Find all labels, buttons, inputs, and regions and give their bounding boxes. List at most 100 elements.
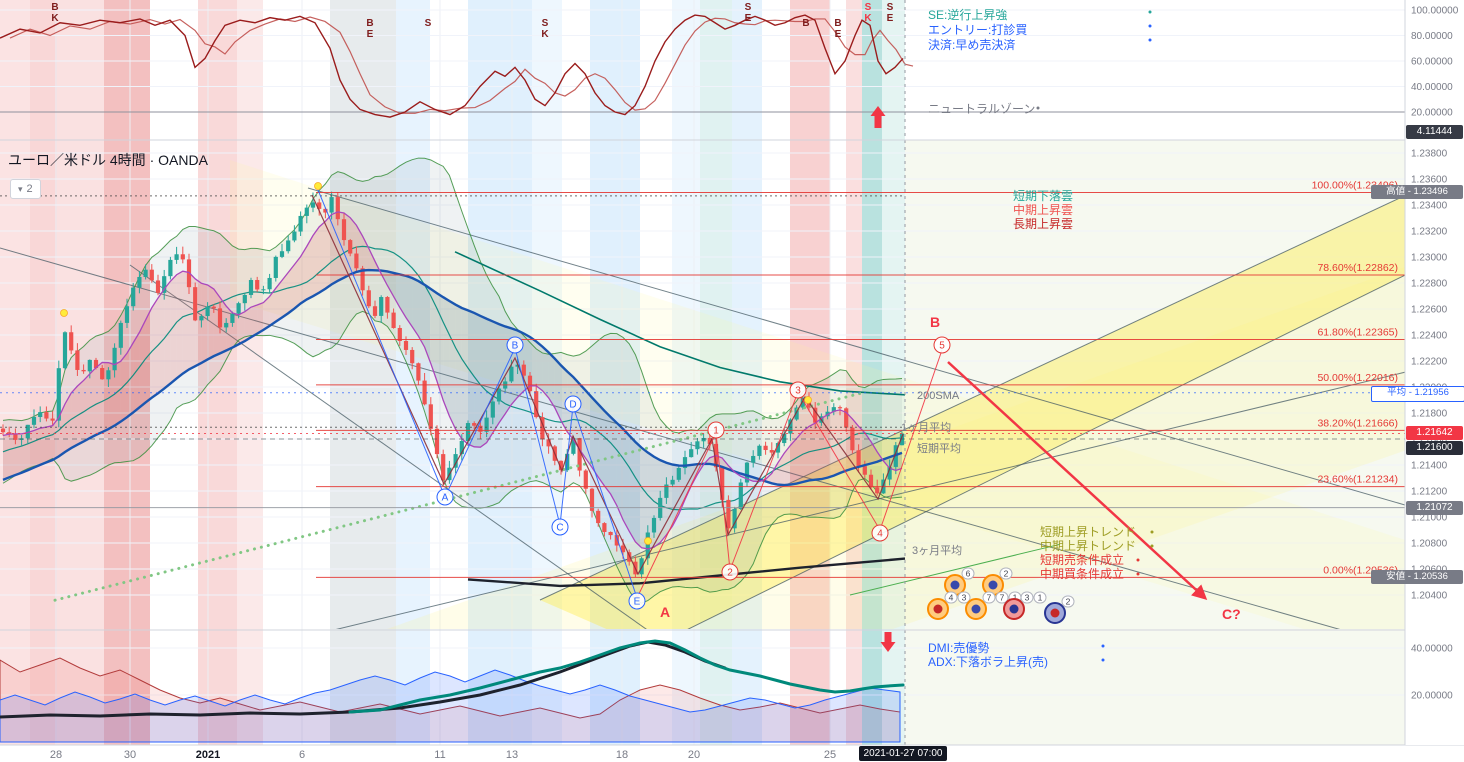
signal-marker-letter: K: [541, 29, 549, 40]
jp-annotation: 中期上昇トレンド: [1040, 538, 1136, 553]
di-minus-area: [0, 657, 901, 743]
swing-dot: [314, 182, 322, 190]
minds-icon[interactable]: 2: [982, 567, 1013, 596]
signal-marker-letter: E: [887, 13, 894, 24]
oscillator-value-badge: 4.11444: [1406, 125, 1463, 139]
level-price-badge: 1.21600: [1406, 441, 1463, 455]
price-tick-label: 1.20400: [1411, 591, 1448, 602]
minds-icon[interactable]: 6: [944, 567, 975, 596]
price-tick-label: 1.23600: [1411, 175, 1448, 186]
price-axis[interactable]: 1.23800 1.23600 1.23400 1.23200 1.23000 1.228…: [1404, 0, 1464, 762]
elliott-abcde-line: [317, 189, 638, 599]
wave-label: 2: [721, 563, 739, 581]
svg-text:1: 1: [1013, 593, 1018, 603]
time-tick-label: 18: [616, 749, 628, 761]
low-price-badge: 安値 - 1.20536: [1371, 570, 1463, 584]
svg-text:2: 2: [727, 568, 733, 579]
svg-text:E: E: [634, 597, 641, 608]
time-tick-label: 25: [824, 749, 836, 761]
elliott-12345-line: [636, 349, 943, 599]
legend-count: 2: [26, 182, 33, 195]
svg-text:4: 4: [877, 529, 883, 540]
fib-level-label: 50.00%(1.22016): [1317, 372, 1398, 384]
wave-label: 1: [707, 421, 725, 439]
svg-text:B: B: [512, 341, 519, 352]
time-tick-label: 6: [299, 749, 305, 761]
fib-level-label: 78.60%(1.22862): [1317, 262, 1398, 274]
wave-label: 3: [789, 381, 807, 399]
swing-dot: [60, 309, 68, 317]
di-plus-area: [0, 669, 901, 743]
price-tick-label: 1.23000: [1411, 253, 1448, 264]
price-tick-label: 1.23200: [1411, 227, 1448, 238]
fib-level-label: 23.60%(1.21234): [1317, 474, 1398, 486]
signal-marker-letter: B: [51, 2, 58, 13]
price-tick-label: 1.22200: [1411, 357, 1448, 368]
wave-label: C: [551, 518, 569, 536]
oscillator-tick-label: 80.00000: [1411, 31, 1453, 42]
legend-collapse-button[interactable]: ▾ 2: [10, 179, 41, 199]
time-tick-label: 28: [50, 749, 62, 761]
svg-text:5: 5: [939, 341, 945, 352]
jp-annotation: 短期下落雲: [1013, 189, 1073, 203]
svg-text:C: C: [556, 523, 563, 534]
oscillator-tick-label: 100.00000: [1411, 6, 1459, 17]
jp-annotation: 200SMA: [917, 390, 960, 402]
crosshair-time-badge: 2021-01-27 07:00: [859, 746, 947, 761]
signal-marker-letter: S: [542, 18, 549, 29]
price-tick-label: 1.22400: [1411, 331, 1448, 342]
price-tick-label: 1.21800: [1411, 409, 1448, 420]
time-tick-label: 20: [688, 749, 700, 761]
ma-short-line: [2, 211, 903, 550]
signal-marker-letter: E: [367, 29, 374, 40]
svg-text:1: 1: [1038, 593, 1043, 603]
high-price-badge: 高値 - 1.23496: [1371, 185, 1463, 199]
adx-line: [348, 639, 905, 714]
svg-text:6: 6: [966, 569, 971, 579]
up-arrow-icon: [870, 106, 886, 128]
svg-text:3: 3: [962, 593, 967, 603]
wave-label: 5: [933, 336, 951, 354]
wave-label: 4: [871, 524, 889, 542]
jp-annotation: 短期平均: [917, 441, 961, 455]
mid-price-badge: 1.21072: [1406, 501, 1463, 515]
adx-slow-line: [0, 640, 727, 719]
wave-label: A: [436, 488, 454, 506]
fib-level-label: 38.20%(1.21666): [1317, 417, 1398, 429]
swing-dot: [644, 537, 652, 545]
price-tick-label: 1.22800: [1411, 279, 1448, 290]
svg-text:D: D: [569, 400, 576, 411]
down-arrow-icon: [880, 632, 896, 652]
oscillator-tick-label: 60.00000: [1411, 57, 1453, 68]
ma-1month-line: [2, 268, 903, 487]
dmi-tick-label: 40.00000: [1411, 644, 1453, 655]
signal-marker-letter: B: [834, 18, 841, 29]
svg-text:A: A: [442, 493, 449, 504]
jp-annotation: 短期上昇トレンド: [1040, 525, 1136, 539]
price-tick-label: 1.21200: [1411, 487, 1448, 498]
price-tick-label: 1.21400: [1411, 461, 1448, 472]
dmi-panel[interactable]: [0, 632, 905, 743]
jp-annotation: 1ヶ月平均: [901, 421, 951, 434]
ma-3month-line: [467, 557, 906, 588]
svg-text:4: 4: [949, 593, 954, 603]
oscillator-tick-label: 20.00000: [1411, 108, 1453, 119]
svg-text:2: 2: [1004, 569, 1009, 579]
main-chart-panel[interactable]: 100.00%(1.23496)78.60%(1.22862)61.80%(1.…: [0, 157, 1464, 745]
time-tick-label: 30: [124, 749, 136, 761]
price-tick-label: 1.21600: [1411, 435, 1448, 446]
fib-level-label: 61.80%(1.22365): [1317, 327, 1398, 339]
time-axis[interactable]: 28 30 2021 6 11 13 18 20 25: [0, 745, 1464, 762]
price-tick-label: 1.23800: [1411, 149, 1448, 160]
oscillator-tick-label: 40.00000: [1411, 82, 1453, 93]
minds-icon[interactable]: 2: [1044, 595, 1075, 624]
wave-point-label: C?: [1222, 606, 1241, 622]
price-tick-label: 1.21000: [1411, 513, 1448, 524]
chevron-down-icon: ▾: [18, 183, 23, 194]
symbol-title: ユーロ／米ドル 4時間 · OANDA: [8, 152, 208, 168]
